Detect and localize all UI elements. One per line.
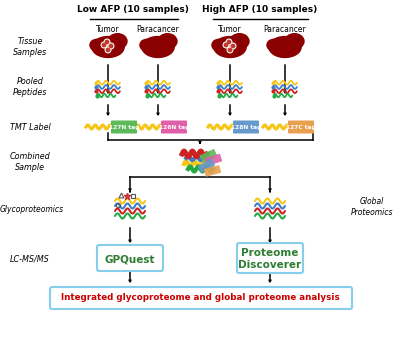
FancyBboxPatch shape [233,121,259,134]
FancyBboxPatch shape [204,165,221,177]
Text: Proteome
Discoverer: Proteome Discoverer [238,248,302,270]
Ellipse shape [108,34,127,49]
Circle shape [104,39,110,45]
Circle shape [231,44,235,48]
FancyBboxPatch shape [161,121,187,134]
Text: Tissue
Samples: Tissue Samples [13,37,47,57]
Text: Paracancer: Paracancer [264,25,306,34]
Ellipse shape [140,39,153,51]
Text: Glycoproteomics: Glycoproteomics [0,205,64,213]
Text: Pooled
Peptides: Pooled Peptides [13,77,47,97]
Circle shape [227,40,231,44]
Circle shape [224,43,228,47]
Circle shape [102,43,106,47]
Text: LC-MS/MS: LC-MS/MS [10,255,50,263]
Text: 127C tag: 127C tag [286,125,316,130]
Circle shape [226,39,232,45]
FancyBboxPatch shape [198,159,215,173]
FancyBboxPatch shape [97,245,163,271]
Circle shape [228,48,232,52]
FancyBboxPatch shape [111,121,137,134]
FancyBboxPatch shape [237,243,303,273]
Ellipse shape [212,39,225,51]
Circle shape [108,43,114,49]
Ellipse shape [267,39,280,51]
Text: Tumor: Tumor [218,25,242,34]
Ellipse shape [269,36,301,57]
FancyBboxPatch shape [288,121,314,134]
Text: Paracancer: Paracancer [137,25,179,34]
Ellipse shape [92,36,124,57]
Text: Global
Proteomics: Global Proteomics [351,197,393,217]
Ellipse shape [230,34,249,49]
Ellipse shape [285,34,304,49]
Circle shape [227,47,233,53]
Text: GPQuest: GPQuest [105,254,155,264]
Text: 126N tag: 126N tag [159,125,189,130]
Circle shape [105,40,109,44]
Circle shape [106,48,110,52]
Text: Combined
Sample: Combined Sample [10,152,50,172]
Text: TMT Label: TMT Label [10,122,50,131]
Circle shape [109,44,113,48]
Ellipse shape [158,34,177,49]
FancyBboxPatch shape [205,154,222,166]
FancyBboxPatch shape [50,287,352,309]
Ellipse shape [142,36,174,57]
Ellipse shape [90,39,103,51]
Text: 128N tag: 128N tag [231,125,261,130]
Ellipse shape [214,36,246,57]
FancyBboxPatch shape [200,149,217,163]
Text: Low AFP (10 samples): Low AFP (10 samples) [77,5,189,14]
Circle shape [105,47,111,53]
Text: 127N tag: 127N tag [109,125,139,130]
Circle shape [101,42,107,48]
Text: Tumor: Tumor [96,25,120,34]
Circle shape [230,43,236,49]
Text: Integrated glycoproteome and global proteome analysis: Integrated glycoproteome and global prot… [61,293,339,302]
Text: High AFP (10 samples): High AFP (10 samples) [202,5,318,14]
Circle shape [223,42,229,48]
